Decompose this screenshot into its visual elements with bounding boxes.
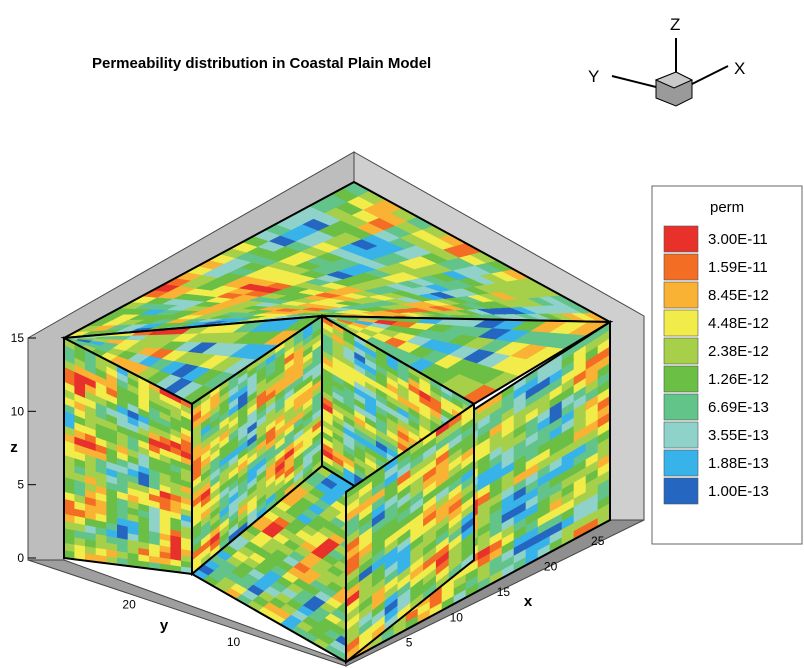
legend-label: 1.59E-11	[708, 259, 768, 276]
top-surface-left-strip	[60, 314, 326, 406]
x-tick-label: 5	[406, 636, 413, 650]
legend: perm 3.00E-11 1.59E-11 8.45E-12 4.48E-12 2.3…	[651, 185, 803, 545]
triad-y-label: Y	[588, 67, 599, 86]
legend-swatch	[663, 477, 699, 505]
legend-title: perm	[710, 199, 744, 216]
notch-front-face	[345, 402, 475, 665]
legend-label: 6.69E-13	[708, 399, 769, 416]
model-block	[60, 180, 614, 665]
left-face	[63, 336, 193, 576]
x-tick-label: 25	[591, 534, 605, 548]
z-axis-label: z	[10, 439, 18, 456]
y-axis-label: y	[160, 617, 169, 634]
notch-inner-left-face	[191, 314, 323, 577]
legend-swatch	[663, 365, 699, 393]
x-axis-label: x	[524, 593, 533, 610]
y-tick-label: 20	[122, 597, 136, 611]
x-tick-label: 10	[450, 610, 464, 624]
top-surface-front-right	[321, 315, 614, 406]
legend-items: 3.00E-11 1.59E-11 8.45E-12 4.48E-12 2.38E-12…	[663, 225, 769, 505]
axes: 0 5 10 15 z 10 20 y 5 10 15 20 25 x	[10, 331, 604, 650]
legend-label: 3.55E-13	[708, 427, 769, 444]
y-tick-label: 10	[227, 635, 241, 649]
triad-z-label: Z	[670, 15, 680, 34]
z-tick-label: 15	[11, 331, 25, 345]
legend-swatch	[663, 281, 699, 309]
legend-swatch	[663, 309, 699, 337]
legend-swatch	[663, 449, 699, 477]
legend-label: 1.26E-12	[708, 371, 769, 388]
legend-swatch	[663, 337, 699, 365]
legend-label: 1.00E-13	[708, 483, 769, 500]
legend-label: 3.00E-11	[708, 231, 768, 248]
legend-swatch	[663, 393, 699, 421]
legend-label: 2.38E-12	[708, 343, 769, 360]
chart-title: Permeability distribution in Coastal Pla…	[92, 55, 431, 72]
legend-swatch	[663, 253, 699, 281]
z-tick-label: 10	[11, 404, 25, 418]
orientation-triad: Z Y X	[588, 15, 745, 107]
legend-label: 1.88E-13	[708, 455, 769, 472]
legend-swatch	[663, 225, 699, 253]
triad-x-label: X	[734, 59, 745, 78]
z-tick-label: 0	[17, 551, 24, 565]
legend-label: 4.48E-12	[708, 315, 769, 332]
x-tick-label: 15	[497, 585, 511, 599]
top-surface-back	[63, 180, 611, 339]
z-tick-label: 5	[17, 478, 24, 492]
legend-swatch	[663, 421, 699, 449]
x-tick-label: 20	[544, 560, 558, 574]
legend-label: 8.45E-12	[708, 287, 769, 304]
